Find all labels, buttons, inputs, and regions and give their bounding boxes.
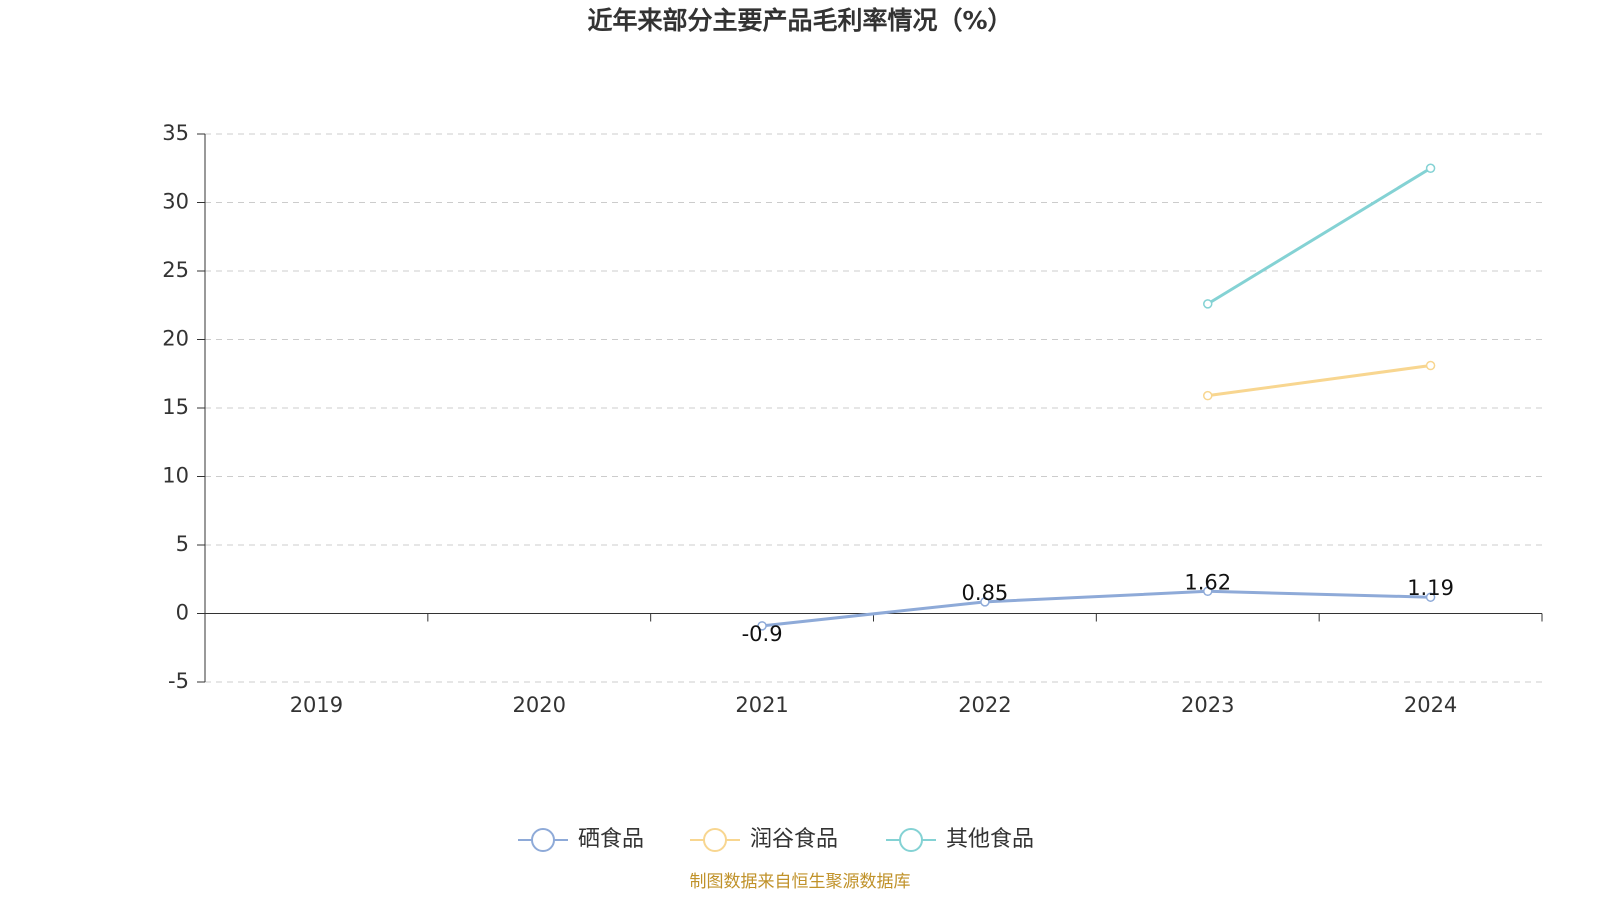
data-point	[1203, 586, 1213, 597]
data-point	[1425, 592, 1436, 602]
data-point	[1425, 360, 1436, 371]
chart-title: 近年来部分主要产品毛利率情况（%）	[587, 6, 1012, 35]
data-point	[1203, 299, 1213, 309]
series-line	[1206, 166, 1432, 306]
y-tick-label: 5	[176, 532, 189, 556]
legend-marker[interactable]	[899, 828, 923, 852]
data-point	[1425, 163, 1436, 173]
data-point	[757, 621, 767, 631]
x-tick-label: 2022	[958, 693, 1011, 717]
data-point	[1203, 390, 1213, 401]
legend-label[interactable]: 其他食品	[946, 827, 1034, 852]
y-tick-label: 35	[162, 121, 189, 145]
legend-marker[interactable]	[531, 828, 555, 852]
legend-marker[interactable]	[703, 828, 727, 852]
y-tick-label: 20	[162, 327, 189, 351]
source-note: 制图数据来自恒生聚源数据库	[690, 872, 911, 892]
y-tick-label: 15	[162, 395, 189, 419]
y-tick-label: 10	[162, 464, 189, 488]
legend-label[interactable]: 硒食品	[578, 827, 644, 852]
x-tick-label: 2023	[1181, 693, 1234, 717]
legend-label[interactable]: 润谷食品	[750, 827, 838, 852]
y-tick-label: -5	[168, 669, 189, 693]
data-label: 0.85	[962, 581, 1009, 605]
x-tick-label: 2019	[290, 693, 343, 717]
data-label: -0.9	[742, 622, 783, 646]
x-tick-label: 2021	[735, 693, 788, 717]
x-tick-label: 2024	[1404, 693, 1457, 717]
data-point	[980, 597, 990, 607]
y-tick-label: 0	[176, 601, 189, 625]
x-tick-label: 2020	[513, 693, 566, 717]
y-tick-label: 25	[162, 258, 189, 282]
y-tick-label: 30	[162, 190, 189, 214]
data-label: 1.62	[1184, 570, 1231, 594]
data-label: 1.19	[1407, 576, 1454, 600]
series-line	[1207, 364, 1431, 398]
series-line	[761, 589, 1431, 628]
